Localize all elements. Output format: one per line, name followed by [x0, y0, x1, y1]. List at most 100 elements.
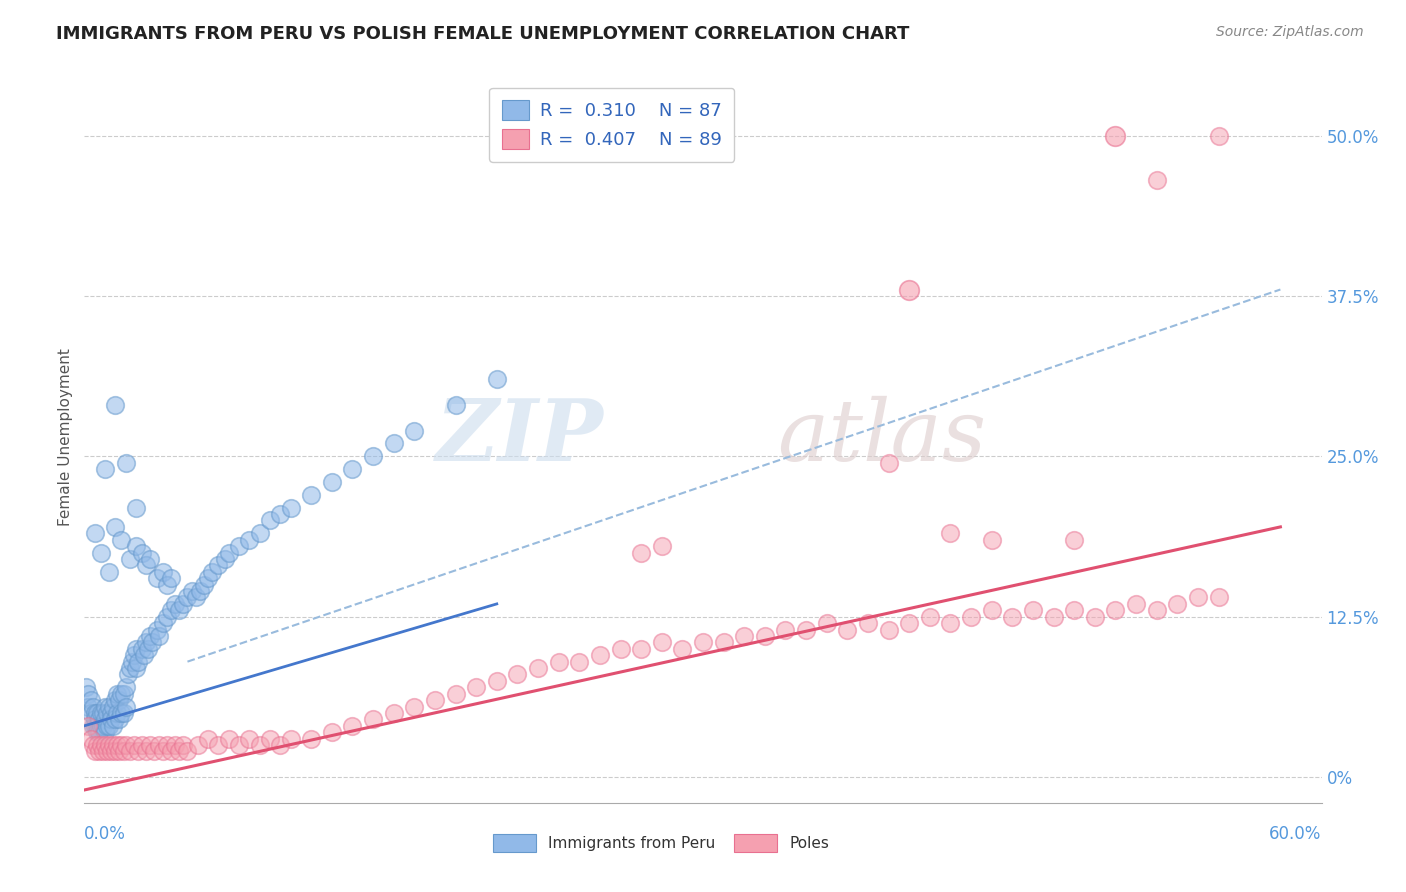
Point	[269, 738, 291, 752]
Legend: R =  0.310    N = 87, R =  0.407    N = 89: R = 0.310 N = 87, R = 0.407 N = 89	[489, 87, 734, 161]
Point	[404, 424, 426, 438]
Point	[201, 565, 224, 579]
Point	[165, 597, 187, 611]
Point	[280, 731, 302, 746]
Point	[108, 712, 131, 726]
Point	[960, 609, 983, 624]
Point	[82, 738, 104, 752]
Point	[321, 725, 343, 739]
Point	[114, 681, 136, 695]
Point	[939, 616, 962, 631]
Point	[87, 712, 110, 726]
Point	[91, 706, 114, 720]
Point	[112, 706, 135, 720]
Point	[193, 577, 215, 591]
Point	[321, 475, 343, 489]
Point	[609, 641, 631, 656]
Point	[125, 539, 148, 553]
Point	[1063, 533, 1085, 547]
Text: ZIP: ZIP	[436, 395, 605, 479]
Point	[630, 641, 652, 656]
Point	[877, 623, 900, 637]
Point	[127, 744, 149, 758]
Point	[1187, 591, 1209, 605]
Point	[98, 719, 121, 733]
Point	[83, 526, 105, 541]
Point	[105, 738, 128, 752]
Point	[141, 635, 163, 649]
Point	[160, 744, 183, 758]
Point	[238, 533, 260, 547]
Point	[197, 731, 219, 746]
Point	[188, 584, 211, 599]
Point	[86, 719, 108, 733]
Text: 0.0%: 0.0%	[84, 825, 127, 843]
Point	[112, 744, 135, 758]
Point	[100, 706, 122, 720]
Point	[898, 616, 921, 631]
Point	[134, 648, 156, 663]
Point	[214, 552, 236, 566]
Point	[143, 744, 166, 758]
Point	[568, 655, 591, 669]
Point	[1084, 609, 1107, 624]
Point	[152, 744, 174, 758]
Point	[180, 584, 202, 599]
Point	[1104, 128, 1126, 143]
Point	[527, 661, 550, 675]
Text: Immigrants from Peru: Immigrants from Peru	[548, 836, 716, 851]
Point	[1104, 603, 1126, 617]
Point	[898, 283, 921, 297]
Point	[118, 661, 141, 675]
Point	[90, 719, 112, 733]
Point	[108, 693, 131, 707]
Point	[125, 641, 148, 656]
Point	[754, 629, 776, 643]
Point	[1125, 597, 1147, 611]
Point	[167, 744, 190, 758]
Point	[160, 571, 183, 585]
Point	[125, 500, 148, 515]
Point	[103, 699, 125, 714]
Point	[139, 552, 162, 566]
Point	[218, 545, 240, 559]
Point	[184, 591, 207, 605]
Point	[249, 526, 271, 541]
Point	[207, 738, 229, 752]
Point	[114, 738, 136, 752]
Point	[176, 744, 198, 758]
Point	[98, 699, 121, 714]
Text: 60.0%: 60.0%	[1270, 825, 1322, 843]
Point	[299, 731, 322, 746]
Point	[139, 738, 162, 752]
Point	[118, 744, 141, 758]
Point	[228, 539, 250, 553]
Point	[444, 398, 467, 412]
Point	[148, 738, 170, 752]
Point	[148, 629, 170, 643]
Point	[87, 744, 110, 758]
Point	[139, 629, 162, 643]
Point	[630, 545, 652, 559]
Point	[110, 738, 132, 752]
Point	[423, 693, 446, 707]
Point	[94, 725, 117, 739]
Point	[96, 706, 118, 720]
Point	[444, 687, 467, 701]
Point	[83, 712, 105, 726]
Point	[100, 712, 122, 726]
Point	[156, 609, 179, 624]
Point	[94, 712, 117, 726]
Point	[299, 488, 322, 502]
Text: IMMIGRANTS FROM PERU VS POLISH FEMALE UNEMPLOYMENT CORRELATION CHART: IMMIGRANTS FROM PERU VS POLISH FEMALE UN…	[56, 25, 910, 43]
Point	[775, 623, 797, 637]
Point	[1166, 597, 1188, 611]
Point	[176, 591, 198, 605]
Point	[547, 655, 569, 669]
Point	[77, 699, 100, 714]
Point	[104, 520, 127, 534]
Point	[83, 719, 105, 733]
Point	[135, 744, 157, 758]
Point	[104, 744, 127, 758]
Point	[145, 571, 167, 585]
